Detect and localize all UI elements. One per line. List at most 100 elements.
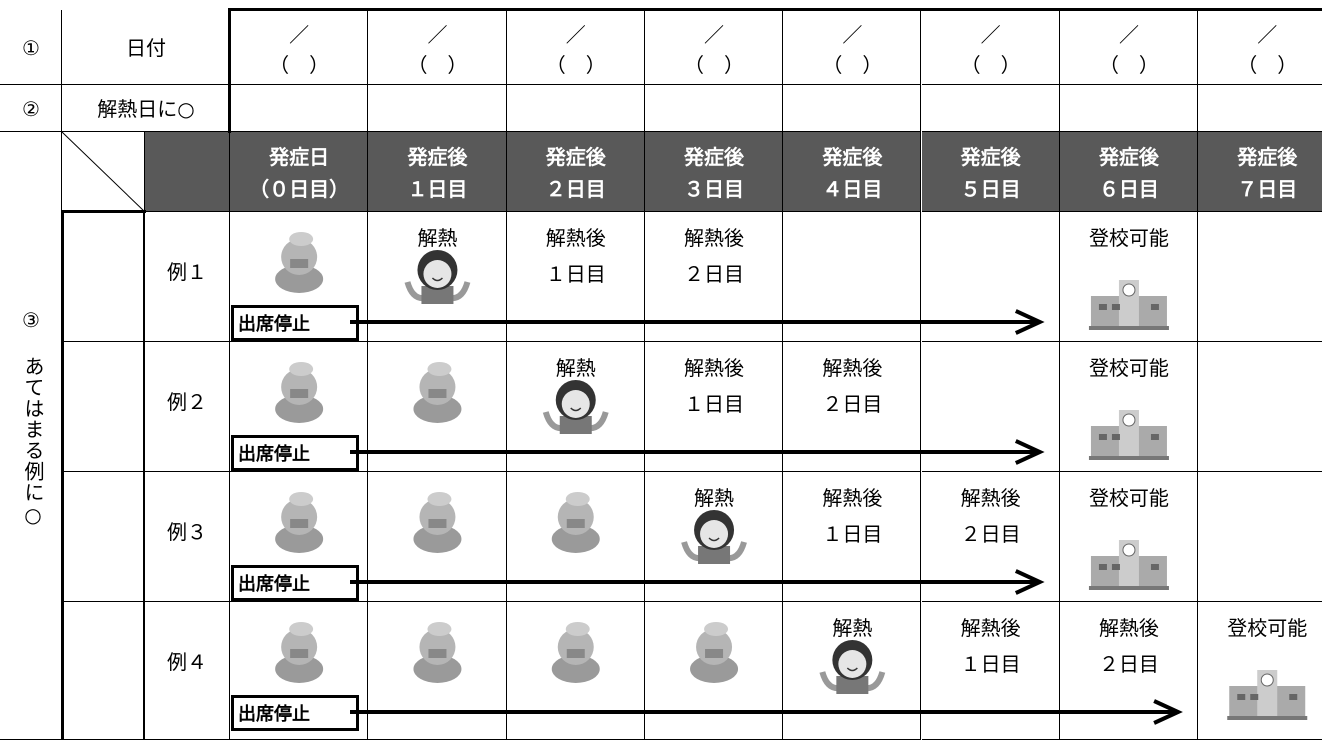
- clock: [1122, 543, 1136, 557]
- day-cell: [921, 212, 1060, 342]
- example-label-cell: [145, 212, 230, 342]
- date-slash: ／: [1118, 23, 1139, 47]
- date-paren: （ ）: [545, 53, 606, 77]
- example-label-cell: [145, 472, 230, 602]
- happy-icon: [404, 250, 471, 304]
- school-icon: [1088, 280, 1169, 330]
- arrow-head: [1014, 309, 1045, 335]
- smile: [708, 537, 720, 542]
- school-icon: [1088, 540, 1169, 590]
- thick-border: [228, 8, 231, 133]
- day-header: （０日目）: [249, 177, 350, 201]
- row-number-cell: [0, 10, 62, 85]
- body: [698, 546, 731, 564]
- body: [551, 525, 600, 553]
- day-cell: [644, 212, 784, 342]
- window: [1237, 694, 1246, 700]
- mask: [705, 649, 724, 658]
- body: [275, 265, 324, 293]
- day-cell: [1198, 472, 1322, 602]
- cell-text: 解熱後: [822, 356, 883, 380]
- day-cell: [921, 342, 1060, 472]
- ice-bag: [427, 622, 452, 636]
- day-cell: [1198, 342, 1322, 472]
- window: [1098, 564, 1107, 570]
- date-cell: [1198, 10, 1322, 85]
- cell-text: 解熱後: [960, 616, 1021, 640]
- window: [1150, 434, 1159, 440]
- fever-cell: [1059, 85, 1199, 132]
- date-slash: ／: [842, 23, 863, 47]
- body: [413, 655, 462, 683]
- face: [423, 260, 452, 288]
- date-paren: （ ）: [1237, 53, 1298, 77]
- school-icon: [1227, 670, 1308, 720]
- cell-text: 登校可能: [1088, 356, 1169, 380]
- stop-box: 出席停止: [231, 695, 359, 731]
- mask: [290, 649, 309, 658]
- fever-cell: [1198, 85, 1322, 132]
- mask: [428, 519, 447, 528]
- mask: [566, 519, 585, 528]
- mask: [428, 389, 447, 398]
- stop-box: 出席停止: [231, 565, 359, 601]
- smile: [846, 667, 858, 672]
- sick-icon: [275, 622, 324, 683]
- fever-cell: [783, 85, 922, 132]
- body: [421, 286, 454, 304]
- cell-text: 解熱: [694, 486, 735, 510]
- sick-icon: [413, 622, 462, 683]
- ice-bag: [289, 622, 314, 636]
- body: [690, 655, 739, 683]
- fever-cell: [644, 85, 784, 132]
- day-header: ２日目: [545, 177, 606, 201]
- cell-text: ２日目: [1098, 652, 1159, 676]
- clock: [1122, 413, 1136, 427]
- arrow-head: [1014, 439, 1045, 465]
- day-cell: [1059, 212, 1199, 342]
- day-cell: [506, 342, 645, 472]
- cell-text: 解熱: [555, 356, 596, 380]
- sick-icon: [413, 492, 462, 553]
- sick-icon: [275, 232, 324, 293]
- body: [551, 655, 600, 683]
- mask: [290, 259, 309, 268]
- day-cell: [1059, 472, 1199, 602]
- day-header: ３日目: [684, 177, 745, 201]
- row-label: 解熱日に○: [97, 96, 195, 121]
- cell-text: 登校可能: [1088, 486, 1169, 510]
- day-header: ４日目: [822, 177, 883, 201]
- ice-bag: [704, 622, 729, 636]
- window: [1150, 304, 1159, 310]
- clock: [1122, 283, 1136, 297]
- thick-border: [61, 210, 146, 213]
- ground: [1088, 456, 1169, 460]
- row-label: 日付: [126, 35, 166, 60]
- date-slash: ／: [980, 23, 1001, 47]
- sick-icon: [551, 492, 600, 553]
- arrow-head: [1153, 699, 1183, 725]
- date-slash: ／: [704, 23, 725, 47]
- date-cell: [921, 10, 1060, 85]
- day-cell: [783, 212, 922, 342]
- cell-text: １日目: [960, 652, 1021, 676]
- day-cell: [921, 472, 1060, 602]
- day-cell: [368, 472, 507, 602]
- day-header: 発症後: [684, 145, 745, 169]
- ice-bag: [289, 362, 314, 376]
- window: [1150, 564, 1159, 570]
- diagonal-line: [61, 131, 146, 213]
- body: [275, 655, 324, 683]
- cell-text: 解熱後: [684, 356, 745, 380]
- dark-cell: [145, 132, 230, 212]
- thick-border: [143, 210, 145, 740]
- ice-bag: [427, 492, 452, 506]
- face: [561, 390, 590, 418]
- date-slash: ／: [289, 23, 310, 47]
- date-paren: （ ）: [960, 53, 1021, 77]
- window: [1289, 694, 1298, 700]
- thick-border: [61, 210, 64, 740]
- cell-text: ２日目: [960, 522, 1021, 546]
